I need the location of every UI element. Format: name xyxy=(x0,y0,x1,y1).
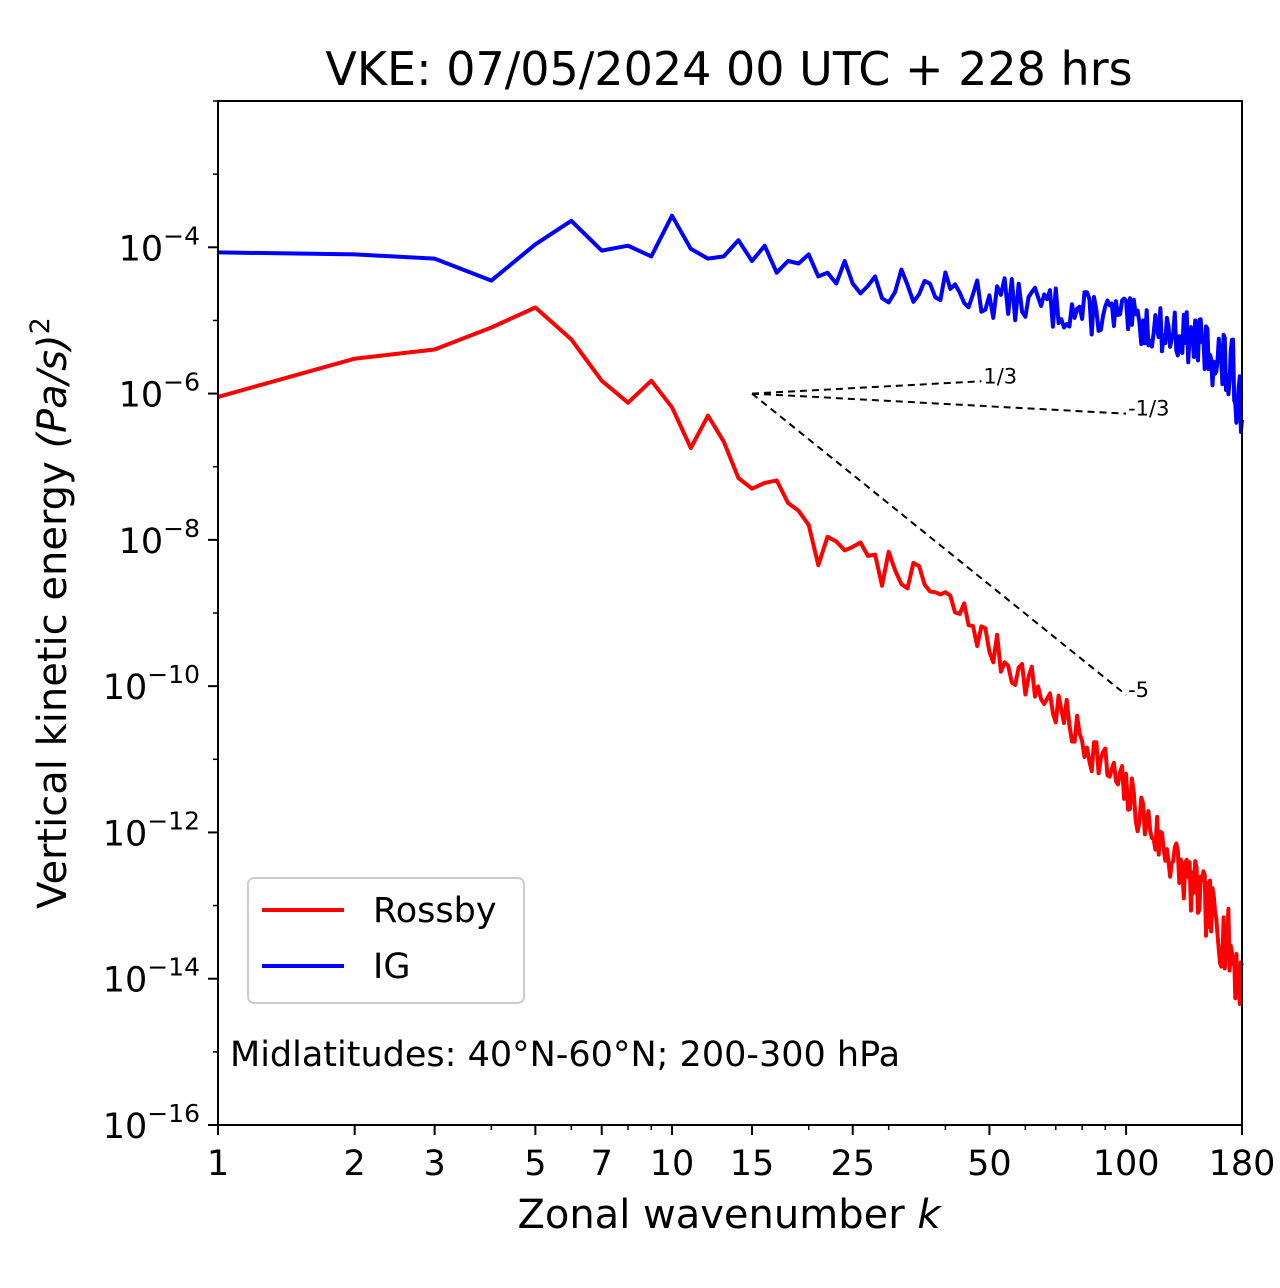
chart-title: VKE: 07/05/2024 00 UTC + 228 hrs xyxy=(325,42,1132,96)
y-tick-label: 10−14 xyxy=(103,953,200,1001)
y-axis-label-text: Vertical kinetic energy xyxy=(30,461,76,909)
reference-slope-label: -5 xyxy=(1128,678,1149,702)
x-tick-label: 180 xyxy=(1209,1144,1276,1184)
x-axis-ticks: 1 2 3 5 7 10 15 25 50 100 180 xyxy=(207,1125,1276,1184)
x-axis-label-variable: k xyxy=(917,1192,942,1238)
y-axis-label: Vertical kinetic energy (Pa/s)2 xyxy=(25,317,76,909)
y-tick-label: 10−16 xyxy=(103,1099,200,1147)
x-tick-label: 7 xyxy=(591,1144,613,1184)
x-tick-label: 10 xyxy=(650,1144,695,1184)
y-tick-label: 10−6 xyxy=(119,368,200,416)
x-tick-label: 50 xyxy=(967,1144,1012,1184)
x-axis-label-text: Zonal wavenumber xyxy=(517,1192,905,1238)
x-tick-label: 3 xyxy=(423,1144,445,1184)
x-tick-label: 1 xyxy=(207,1144,229,1184)
reference-slope-label: 1/3 xyxy=(983,364,1017,388)
y-tick-label: 10−8 xyxy=(119,514,200,562)
reference-slope-line xyxy=(751,392,1127,415)
reference-slope-line xyxy=(751,380,982,395)
y-axis-ticks: 10−16 10−14 10−12 10−10 10−8 10−6 10−4 xyxy=(103,100,218,1147)
x-tick-label: 25 xyxy=(830,1144,875,1184)
x-tick-label: 2 xyxy=(344,1144,366,1184)
reference-lines: 1/3 -1/3 -5 xyxy=(751,364,1169,702)
y-axis-label-unit: (Pa/s) xyxy=(30,334,76,448)
legend-label-rossby: Rossby xyxy=(373,891,497,931)
legend-label-ig: IG xyxy=(373,947,410,987)
y-tick-label: 10−12 xyxy=(103,806,200,854)
y-tick-label: 10−10 xyxy=(103,660,200,708)
series-line-rossby xyxy=(217,305,1244,1006)
series-layer xyxy=(217,213,1244,1006)
region-annotation: Midlatitudes: 40°N-60°N; 200-300 hPa xyxy=(230,1035,900,1075)
y-tick-label: 10−4 xyxy=(119,221,200,269)
y-axis-label-exponent: 2 xyxy=(25,317,56,334)
x-tick-label: 5 xyxy=(524,1144,546,1184)
reference-slope-line xyxy=(751,392,1127,696)
series-line-ig xyxy=(217,213,1244,434)
x-tick-label: 15 xyxy=(730,1144,775,1184)
legend: Rossby IG xyxy=(247,877,525,1004)
x-axis-label: Zonal wavenumber k xyxy=(517,1192,942,1238)
reference-slope-label: -1/3 xyxy=(1128,397,1169,421)
x-tick-label: 100 xyxy=(1093,1144,1160,1184)
